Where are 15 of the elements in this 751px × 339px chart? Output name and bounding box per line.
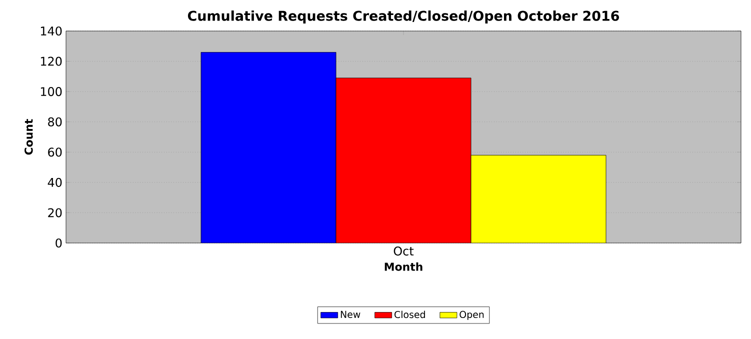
y-tick-label: 60: [48, 148, 62, 157]
chart-title: Cumulative Requests Created/Closed/Open October 2016: [188, 10, 620, 24]
legend-label: Closed: [394, 310, 425, 318]
y-tick-label: 20: [48, 208, 62, 218]
y-tick-label: 100: [40, 87, 62, 96]
x-axis-title: Month: [384, 262, 422, 271]
y-tick-label: 140: [40, 26, 62, 36]
y-tick-label: 0: [56, 238, 62, 248]
y-tick-label: 40: [48, 178, 62, 187]
y-tick-label: 120: [40, 56, 62, 66]
y-axis-title: Count: [24, 119, 33, 155]
legend-label: New: [340, 310, 360, 318]
x-tick-label: Oct: [394, 246, 414, 256]
legend-label: Open: [460, 310, 484, 320]
y-tick-label: 80: [48, 117, 62, 126]
